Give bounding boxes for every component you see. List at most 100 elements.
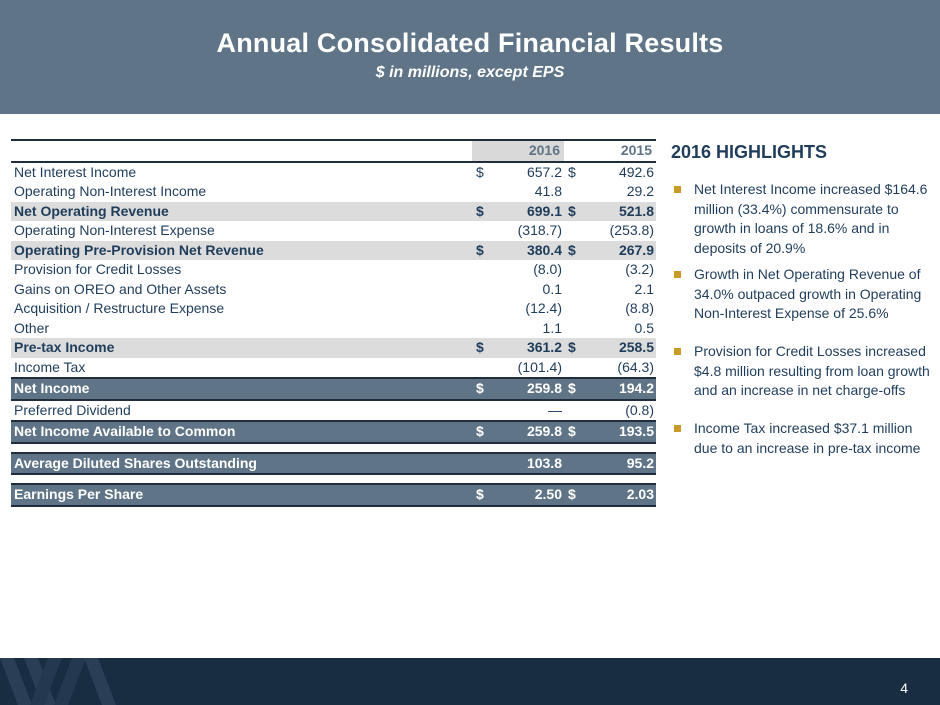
- value-2016: 259.8: [494, 377, 564, 401]
- value-2016: 259.8: [494, 421, 564, 444]
- value-2015: 2.03: [586, 483, 656, 507]
- bullet-square-icon: [674, 348, 681, 355]
- row-label: Net Income Available to Common: [11, 421, 472, 444]
- page-number: 4: [900, 680, 908, 696]
- table-spacer: [11, 442, 656, 453]
- row-label: Net Operating Revenue: [11, 201, 472, 221]
- value-2016: 103.8: [494, 451, 564, 475]
- currency-2016: $: [472, 338, 494, 358]
- page-title: Annual Consolidated Financial Results: [216, 28, 724, 58]
- row-label: Provision for Credit Losses: [14, 261, 182, 278]
- table-row: Net Operating Revenue $699.1 $521.8: [11, 201, 656, 221]
- value-2015: (253.8): [609, 222, 654, 239]
- currency-2016: [472, 260, 494, 280]
- value-2016: (8.0): [533, 261, 562, 278]
- currency-2015: [564, 399, 586, 422]
- bullet-square-icon: [674, 271, 681, 278]
- table-row: Provision for Credit Losses (8.0) (3.2): [11, 260, 656, 280]
- row-label: Acquisition / Restructure Expense: [14, 300, 225, 317]
- table-row: Average Diluted Shares Outstanding 103.8 9…: [11, 451, 656, 475]
- highlight-text: Net Interest Income increased $164.6 mil…: [694, 181, 928, 256]
- value-2015: 258.5: [586, 338, 656, 358]
- currency-2016: [472, 182, 494, 202]
- row-label: Earnings Per Share: [11, 483, 472, 507]
- value-2015: 95.2: [586, 451, 656, 475]
- table-header-label: [11, 139, 472, 163]
- financial-results-table: 2016 2015 Net Interest Income $657.2 $492.…: [11, 139, 656, 507]
- value-2016: (12.4): [525, 300, 562, 317]
- currency-2015: $: [564, 240, 586, 260]
- value-2015: 492.6: [618, 163, 654, 180]
- bullet-square-icon: [674, 186, 681, 193]
- table-row: Pre-tax Income $361.2 $258.5: [11, 338, 656, 358]
- value-2015: 29.2: [626, 183, 654, 200]
- footer-bar: 4: [0, 658, 940, 705]
- currency-2015: $: [564, 377, 586, 401]
- value-2015: 2.1: [634, 280, 654, 297]
- table-row: Net Income Available to Common $259.8 $193…: [11, 421, 656, 444]
- currency-2015: [564, 299, 586, 319]
- highlight-text: Provision for Credit Losses increased $4…: [694, 343, 930, 398]
- table-row: Other 1.1 0.5: [11, 319, 656, 339]
- value-2016: 1.1: [542, 319, 562, 336]
- value-2015: 267.9: [586, 240, 656, 260]
- value-2016: 41.8: [534, 183, 562, 200]
- table-row: Net Income $259.8 $194.2: [11, 377, 656, 401]
- value-2016: (318.7): [517, 222, 562, 239]
- highlight-text: Growth in Net Operating Revenue of 34.0%…: [694, 266, 922, 321]
- row-label: Operating Non-Interest Income: [14, 183, 207, 200]
- currency-2016: [472, 358, 494, 379]
- table-row: Acquisition / Restructure Expense (12.4) (…: [11, 299, 656, 319]
- currency-2016: $: [472, 240, 494, 260]
- table-spacer: [11, 474, 656, 484]
- currency-2016: [472, 451, 494, 475]
- currency-2016: $: [472, 483, 494, 507]
- currency-2016: [472, 399, 494, 422]
- table-row: Income Tax (101.4) (64.3): [11, 358, 656, 379]
- row-label: Other: [14, 319, 50, 336]
- value-2015: (8.8): [625, 300, 654, 317]
- value-2015: (3.2): [625, 261, 654, 278]
- currency-2015: $: [564, 483, 586, 507]
- currency-2015: [564, 221, 586, 241]
- spacer-cell: [11, 442, 656, 453]
- value-2016: 0.1: [542, 280, 562, 297]
- table-row: Net Interest Income $657.2 $492.6: [11, 162, 656, 183]
- currency-2016: [472, 280, 494, 300]
- value-2015: (64.3): [617, 358, 654, 375]
- currency-2016: $: [472, 377, 494, 401]
- value-2016: 380.4: [494, 240, 564, 260]
- value-2015: 0.5: [634, 319, 654, 336]
- row-label: Pre-tax Income: [11, 338, 472, 358]
- currency-2015: [564, 260, 586, 280]
- column-header-2016: 2016: [472, 139, 564, 163]
- currency-2015: [564, 451, 586, 475]
- currency-2016: $: [472, 201, 494, 221]
- row-label: Net Income: [11, 377, 472, 401]
- currency-2016: [472, 299, 494, 319]
- highlights-title: 2016 HIGHLIGHTS: [671, 142, 828, 162]
- value-2015: 194.2: [586, 377, 656, 401]
- value-2015: 193.5: [586, 421, 656, 444]
- currency-2015: [564, 319, 586, 339]
- highlight-text: Income Tax increased $37.1 million due t…: [694, 420, 921, 456]
- row-label: Income Tax: [14, 358, 86, 375]
- value-2015: (0.8): [586, 399, 656, 422]
- value-2015: 521.8: [586, 201, 656, 221]
- currency-2015: $: [564, 421, 586, 444]
- value-2016: (101.4): [517, 358, 562, 375]
- column-header-2015: 2015: [564, 139, 656, 163]
- spacer-cell: [11, 474, 656, 484]
- currency-2015: [564, 280, 586, 300]
- currency-2016: [472, 221, 494, 241]
- row-label: Net Interest Income: [14, 163, 137, 180]
- page-subtitle: $ in millions, except EPS: [375, 64, 565, 81]
- row-label: Preferred Dividend: [11, 399, 472, 422]
- row-label: Average Diluted Shares Outstanding: [11, 451, 472, 475]
- table-row: Operating Non-Interest Income 41.8 29.2: [11, 182, 656, 202]
- currency-2015: $: [568, 163, 576, 180]
- row-label: Operating Non-Interest Expense: [14, 222, 215, 239]
- currency-2016: [472, 319, 494, 339]
- value-2016: 2.50: [494, 483, 564, 507]
- table-row: Earnings Per Share $2.50 $2.03: [11, 483, 656, 507]
